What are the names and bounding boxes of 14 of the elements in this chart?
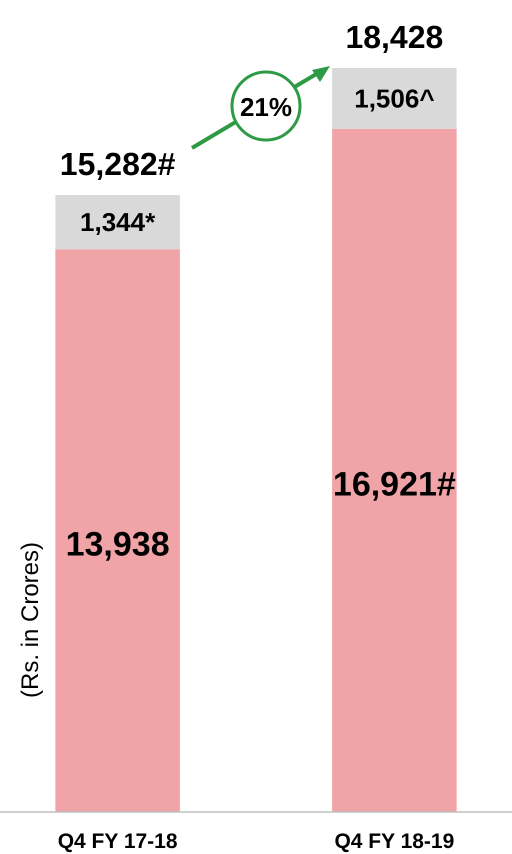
data-label: 13,938 (66, 526, 170, 564)
x-tick-label: Q4 FY 17-18 (58, 830, 178, 853)
x-tick-label: Q4 FY 18-19 (334, 830, 454, 853)
total-label: 18,428 (345, 19, 444, 55)
bar (332, 68, 457, 129)
annotation: 21% (240, 92, 292, 122)
total-label: 15,282# (60, 146, 176, 182)
y-axis-title: (Rs. in Crores) (17, 542, 44, 698)
bar (332, 128, 457, 812)
bar (55, 249, 180, 812)
bar (55, 194, 180, 250)
data-label: 16,921# (332, 465, 456, 504)
data-label: 1,506^ (354, 83, 435, 114)
data-label: 1,344* (80, 207, 156, 238)
